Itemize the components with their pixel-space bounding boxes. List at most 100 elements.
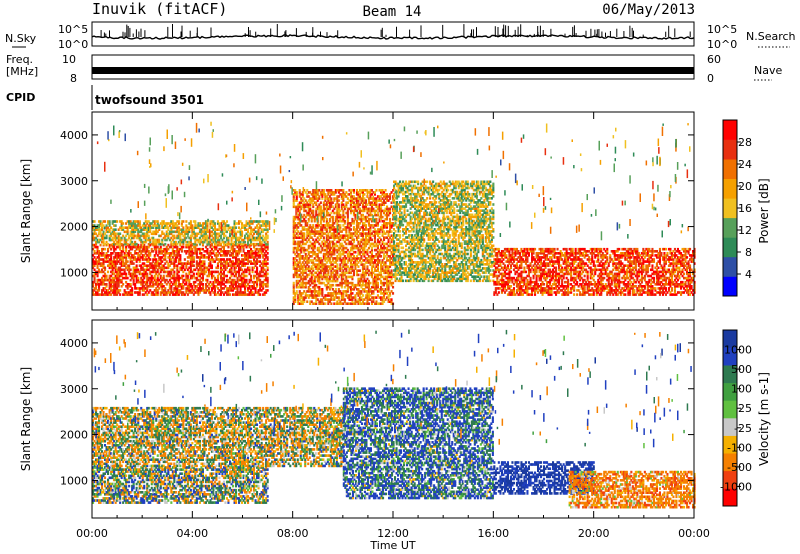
heatmap-cell [202,283,204,286]
heatmap-cell [312,210,314,213]
heatmap-cell [235,226,237,229]
beam-title: Beam 14 [362,4,421,20]
cpid-label: CPID [6,91,35,104]
heatmap-cell [312,224,314,227]
heatmap-cell [163,275,165,278]
heatmap-cell [121,243,123,246]
heatmap-cell [267,273,269,276]
cpid-program: twofsound 3501 [95,93,204,107]
date-title: 06/May/2013 [602,2,695,18]
heatmap-cell [259,293,261,296]
heatmap-cell [173,271,175,274]
noise-right-label: N.Search [746,30,796,43]
heatmap-cell [267,241,269,244]
heatmap-cell [211,264,213,267]
heatmap-cell [303,232,305,235]
heatmap-cell [119,293,121,296]
heatmap-cell [184,258,186,261]
heatmap-cell [193,256,195,259]
heatmap-cell [125,273,127,276]
heatmap-cell [130,283,132,286]
heatmap-cell [104,248,106,251]
heatmap-cell [226,275,228,278]
heatmap-cell [149,258,151,261]
heatmap-cell [267,220,269,223]
heatmap-cell [107,243,109,246]
heatmap-cell [206,248,208,251]
heatmap-cell [182,220,184,223]
nave-tick-bottom: 0 [707,72,714,85]
noise-trace [92,24,694,39]
freq-tick-bottom: 8 [70,72,77,85]
heatmap-cell [206,279,208,282]
heatmap-cell [214,222,216,225]
heatmap-cell [306,300,308,303]
heatmap-cell [146,273,148,276]
heatmap-cell [119,289,121,292]
heatmap-cell [226,220,228,223]
heatmap-cell [94,220,96,223]
heatmap-cell [203,260,205,263]
heatmap-cell [249,267,251,270]
heatmap-cell [104,267,106,270]
heatmap-cell [137,277,139,280]
heatmap-cell [190,220,192,223]
heatmap-cell [133,262,135,265]
heatmap-cell [267,256,269,259]
heatmap-cell [178,220,180,223]
heatmap-cell [185,220,187,223]
power-heatmap [92,122,696,305]
noise-tick-bottom-right: 10^0 [707,38,737,51]
freq-tick-top: 10 [62,53,76,66]
heatmap-cell [250,275,252,278]
heatmap-cell [267,267,269,270]
heatmap-cell [109,220,111,223]
heatmap-cell [267,235,269,238]
noise-left-label: N.Sky [5,32,37,45]
heatmap-cell [267,252,269,255]
heatmap-cell [179,254,181,257]
heatmap-cell [267,277,269,280]
heatmap-cell [115,228,117,231]
nave-tick-top: 60 [707,53,721,66]
heatmap-cell [244,241,246,244]
heatmap-cell [136,264,138,267]
heatmap-cell [106,275,108,278]
nave-label: Nave [754,64,782,77]
heatmap-cell [107,271,109,274]
heatmap-cell [122,283,124,286]
heatmap-cell [158,239,160,242]
heatmap-cell [182,246,184,249]
station-title: Inuvik (fitACF) [92,0,227,18]
heatmap-cell [185,237,187,240]
heatmap-cell [136,243,138,246]
heatmap-cell [229,293,231,296]
heatmap-cell [194,220,196,223]
heatmap-cell [127,277,129,280]
heatmap-cell [106,283,108,286]
heatmap-cell [193,264,195,267]
heatmap-cell [164,243,166,246]
heatmap-cell [97,246,99,249]
heatmap-cell [267,289,269,292]
heatmap-cell [267,262,269,265]
heatmap-cell [193,273,195,276]
heatmap-cell [227,246,229,249]
heatmap-cell [164,287,166,290]
freq-label-2: [MHz] [6,65,38,78]
noise-tick-bottom-left: 10^0 [58,38,88,51]
heatmap-cell [256,267,258,270]
heatmap-cell [127,243,129,246]
heatmap-cell [119,233,121,236]
heatmap-cell [246,275,248,278]
heatmap-cell [130,269,132,272]
heatmap-cell [122,222,124,225]
heatmap-cell [131,287,133,290]
radar-plot: Inuvik (fitACF) Beam 14 06/May/2013 N.Sk… [0,0,800,554]
heatmap-cell [100,244,102,247]
heatmap-cell [148,235,150,238]
heatmap-cell [106,235,108,238]
freq-trace [92,67,694,74]
heatmap-cell [299,189,301,192]
heatmap-cell [182,226,184,229]
